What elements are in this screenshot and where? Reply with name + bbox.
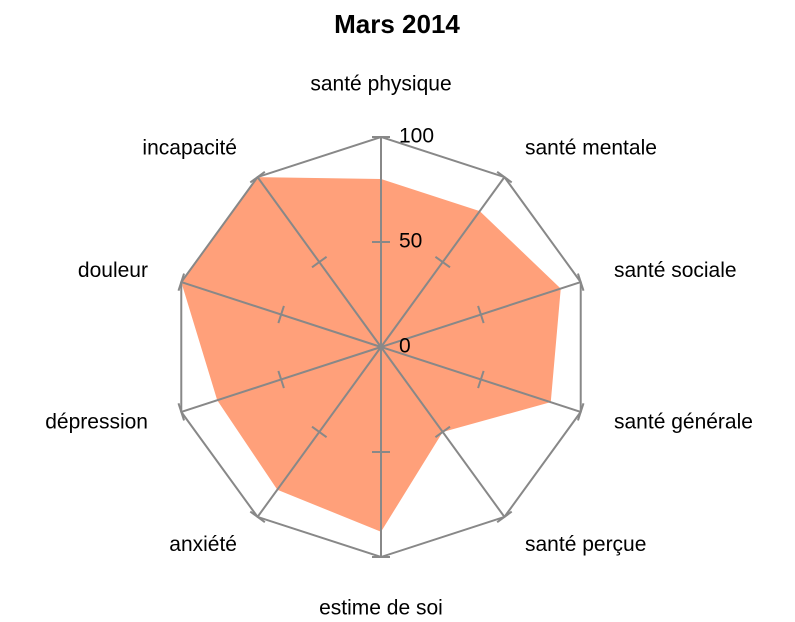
category-label: dépression xyxy=(45,410,148,433)
category-label: santé mentale xyxy=(525,136,657,159)
tick-mark xyxy=(576,273,585,291)
r-tick-label: 0 xyxy=(399,335,411,358)
category-label: estime de soi xyxy=(319,597,443,620)
category-label: santé sociale xyxy=(614,259,737,282)
tick-mark xyxy=(477,370,485,389)
tick-mark xyxy=(434,425,451,439)
tick-mark xyxy=(249,171,266,184)
tick-mark xyxy=(496,171,513,184)
tick-mark xyxy=(177,403,186,421)
category-label: santé générale xyxy=(614,410,753,433)
tick-mark xyxy=(576,403,585,421)
tick-mark xyxy=(249,510,266,523)
category-label: santé physique xyxy=(310,73,451,96)
r-tick-label: 100 xyxy=(399,125,434,148)
category-label: douleur xyxy=(78,259,148,282)
radar-area xyxy=(181,177,561,532)
tick-mark xyxy=(177,273,186,291)
tick-mark xyxy=(277,370,285,389)
tick-mark xyxy=(311,255,328,269)
category-label: santé perçue xyxy=(525,533,646,556)
tick-mark xyxy=(311,425,328,439)
tick-mark xyxy=(477,305,485,324)
tick-mark xyxy=(496,510,513,523)
r-tick-label: 50 xyxy=(399,230,422,253)
tick-mark xyxy=(434,255,451,269)
category-label: anxiété xyxy=(169,533,237,556)
tick-mark xyxy=(277,305,285,324)
category-label: incapacité xyxy=(142,136,237,159)
chart-title: Mars 2014 xyxy=(334,9,460,39)
